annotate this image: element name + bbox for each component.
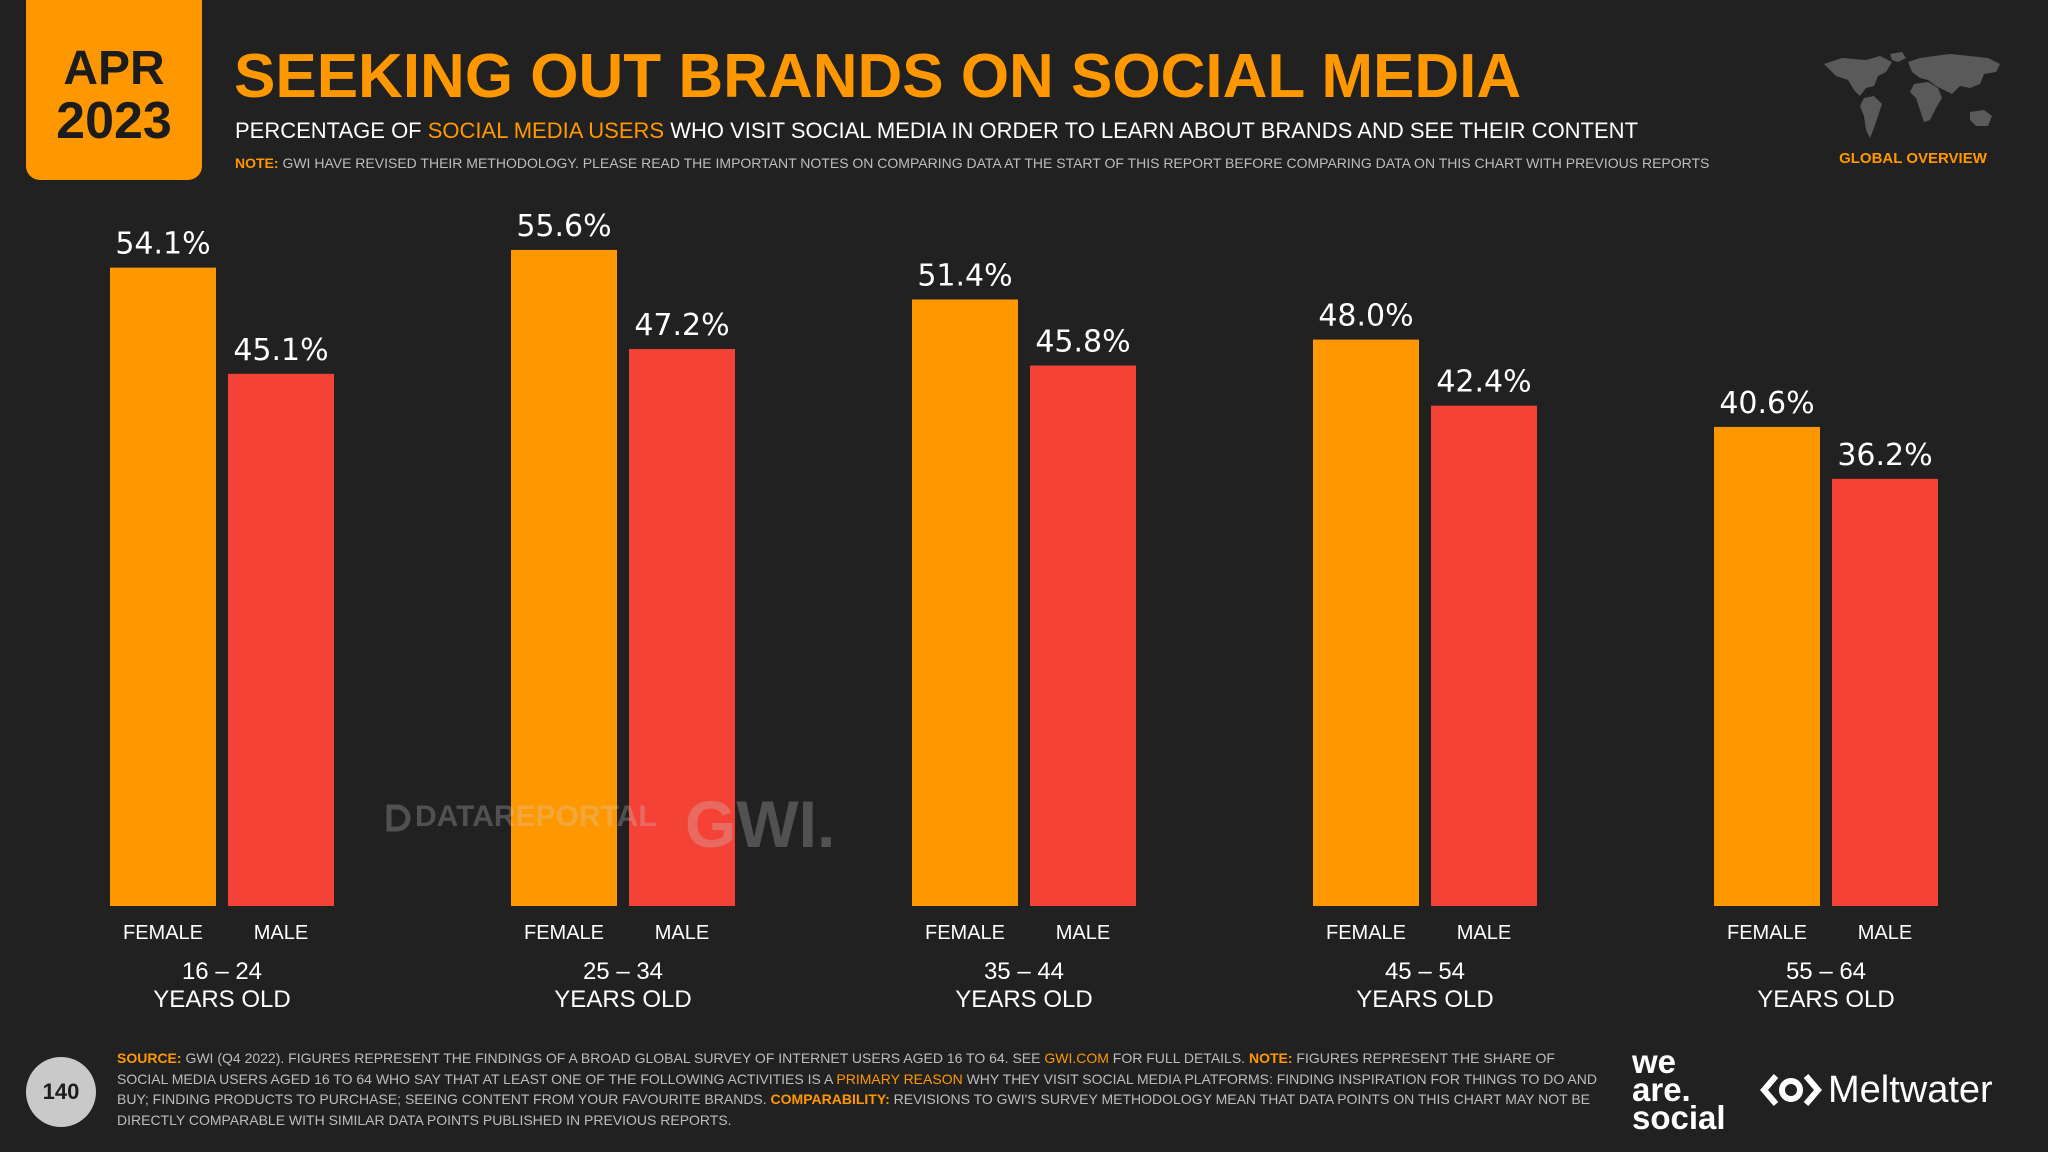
bar-category-label-male-5: MALE	[1858, 922, 1912, 944]
methodology-note: NOTE: GWI HAVE REVISED THEIR METHODOLOGY…	[235, 154, 1709, 172]
bar-female-4	[1313, 339, 1419, 907]
date-month: APR	[63, 42, 165, 95]
bar-category-label-male-3: MALE	[1056, 922, 1110, 944]
age-group-sublabel-1: YEARS OLD	[153, 986, 290, 1013]
region-label: GLOBAL OVERVIEW	[1839, 150, 1987, 167]
watermark-gwi: GWI.	[685, 787, 836, 861]
source-text-2: FOR FULL DETAILS.	[1108, 1050, 1249, 1066]
page-number: 140	[26, 1057, 96, 1127]
subtitle-pre: PERCENTAGE OF	[235, 118, 428, 143]
subtitle: PERCENTAGE OF SOCIAL MEDIA USERS WHO VIS…	[235, 118, 1638, 144]
meltwater-mark-icon	[1760, 1074, 1822, 1106]
source-text: GWI (Q4 2022). FIGURES REPRESENT THE FIN…	[181, 1050, 1045, 1066]
bar-category-label-female-2: FEMALE	[524, 922, 604, 944]
age-group-label-3: 35 – 44	[984, 958, 1064, 985]
meltwater-logo: Meltwater	[1760, 1066, 1993, 1114]
value-label-male-5: 36.2%	[1837, 438, 1932, 473]
source-label: SOURCE:	[117, 1050, 182, 1066]
value-label-male-3: 45.8%	[1035, 325, 1130, 360]
note-text: GWI HAVE REVISED THEIR METHODOLOGY. PLEA…	[278, 155, 1710, 171]
value-label-female-3: 51.4%	[917, 258, 1012, 293]
bar-category-label-female-5: FEMALE	[1727, 922, 1807, 944]
datareportal-logo-icon	[386, 804, 411, 832]
bar-category-label-female-1: FEMALE	[123, 922, 203, 944]
brand-line-1: we	[1632, 1043, 1677, 1080]
comparability-text: REVISIONS TO GWI'S SURVEY METHODOLOGY ME…	[117, 1091, 1591, 1128]
age-group-sublabel-2: YEARS OLD	[554, 986, 691, 1013]
age-group-sublabel-3: YEARS OLD	[955, 986, 1092, 1013]
value-label-male-1: 45.1%	[233, 333, 328, 368]
date-year: 2023	[56, 92, 172, 150]
value-label-female-1: 54.1%	[115, 227, 210, 262]
bar-category-label-female-4: FEMALE	[1326, 922, 1406, 944]
bar-category-label-female-3: FEMALE	[925, 922, 1005, 944]
comparability-label: COMPARABILITY:	[770, 1091, 890, 1107]
bar-male-4	[1431, 405, 1537, 906]
bar-male-2	[629, 349, 735, 906]
footer-note-text: FIGURES REPRESENT THE SHARE OF SOCIAL ME…	[117, 1050, 1555, 1087]
value-label-female-2: 55.6%	[516, 209, 611, 244]
footer-source: SOURCE: GWI (Q4 2022). FIGURES REPRESENT…	[117, 1048, 1597, 1130]
value-label-male-2: 47.2%	[634, 308, 729, 343]
subtitle-post: WHO VISIT SOCIAL MEDIA IN ORDER TO LEARN…	[664, 118, 1639, 143]
bar-female-2	[511, 249, 617, 907]
age-group-label-1: 16 – 24	[182, 958, 262, 985]
bar-male-1	[228, 373, 334, 906]
age-group-label-2: 25 – 34	[583, 958, 663, 985]
value-label-female-4: 48.0%	[1318, 299, 1413, 334]
age-group-label-5: 55 – 64	[1786, 958, 1866, 985]
age-group-sublabel-5: YEARS OLD	[1757, 986, 1894, 1013]
note-label: NOTE:	[235, 155, 279, 171]
bar-male-5	[1832, 478, 1938, 906]
we-are-social-logo: we are. social	[1632, 1043, 1726, 1136]
page-title: SEEKING OUT BRANDS ON SOCIAL MEDIA	[234, 42, 1522, 111]
bar-category-label-male-1: MALE	[254, 922, 308, 944]
meltwater-wordmark: Meltwater	[1828, 1068, 1993, 1111]
value-label-male-4: 42.4%	[1436, 365, 1531, 400]
footer-note-text-2: WHY THEY VISIT SOCIAL MEDIA PLATFORMS: F…	[117, 1070, 1597, 1108]
age-group-label-4: 45 – 54	[1385, 958, 1465, 985]
watermark-left-text: DATAREPORTAL	[415, 800, 657, 833]
source-link[interactable]: GWI.COM	[1044, 1050, 1109, 1066]
date-badge: APR 2023	[26, 0, 202, 180]
bar-category-label-male-2: MALE	[655, 922, 709, 944]
world-map-icon	[1824, 52, 2000, 138]
brand-line-3: social	[1632, 1099, 1726, 1136]
bar-female-1	[110, 267, 216, 906]
bar-category-label-male-4: MALE	[1457, 922, 1511, 944]
bar-male-3	[1030, 365, 1136, 906]
age-group-sublabel-4: YEARS OLD	[1356, 986, 1493, 1013]
subtitle-highlight: SOCIAL MEDIA USERS	[427, 118, 665, 143]
value-label-female-5: 40.6%	[1719, 386, 1814, 421]
bar-female-5	[1714, 426, 1820, 906]
footer-note-highlight: PRIMARY REASON	[836, 1070, 963, 1087]
brand-line-2: are.	[1632, 1071, 1691, 1108]
footer-note-label: NOTE:	[1248, 1050, 1293, 1066]
bar-female-3	[912, 299, 1018, 907]
watermark-datareportal: DATAREPORTAL	[385, 800, 657, 834]
